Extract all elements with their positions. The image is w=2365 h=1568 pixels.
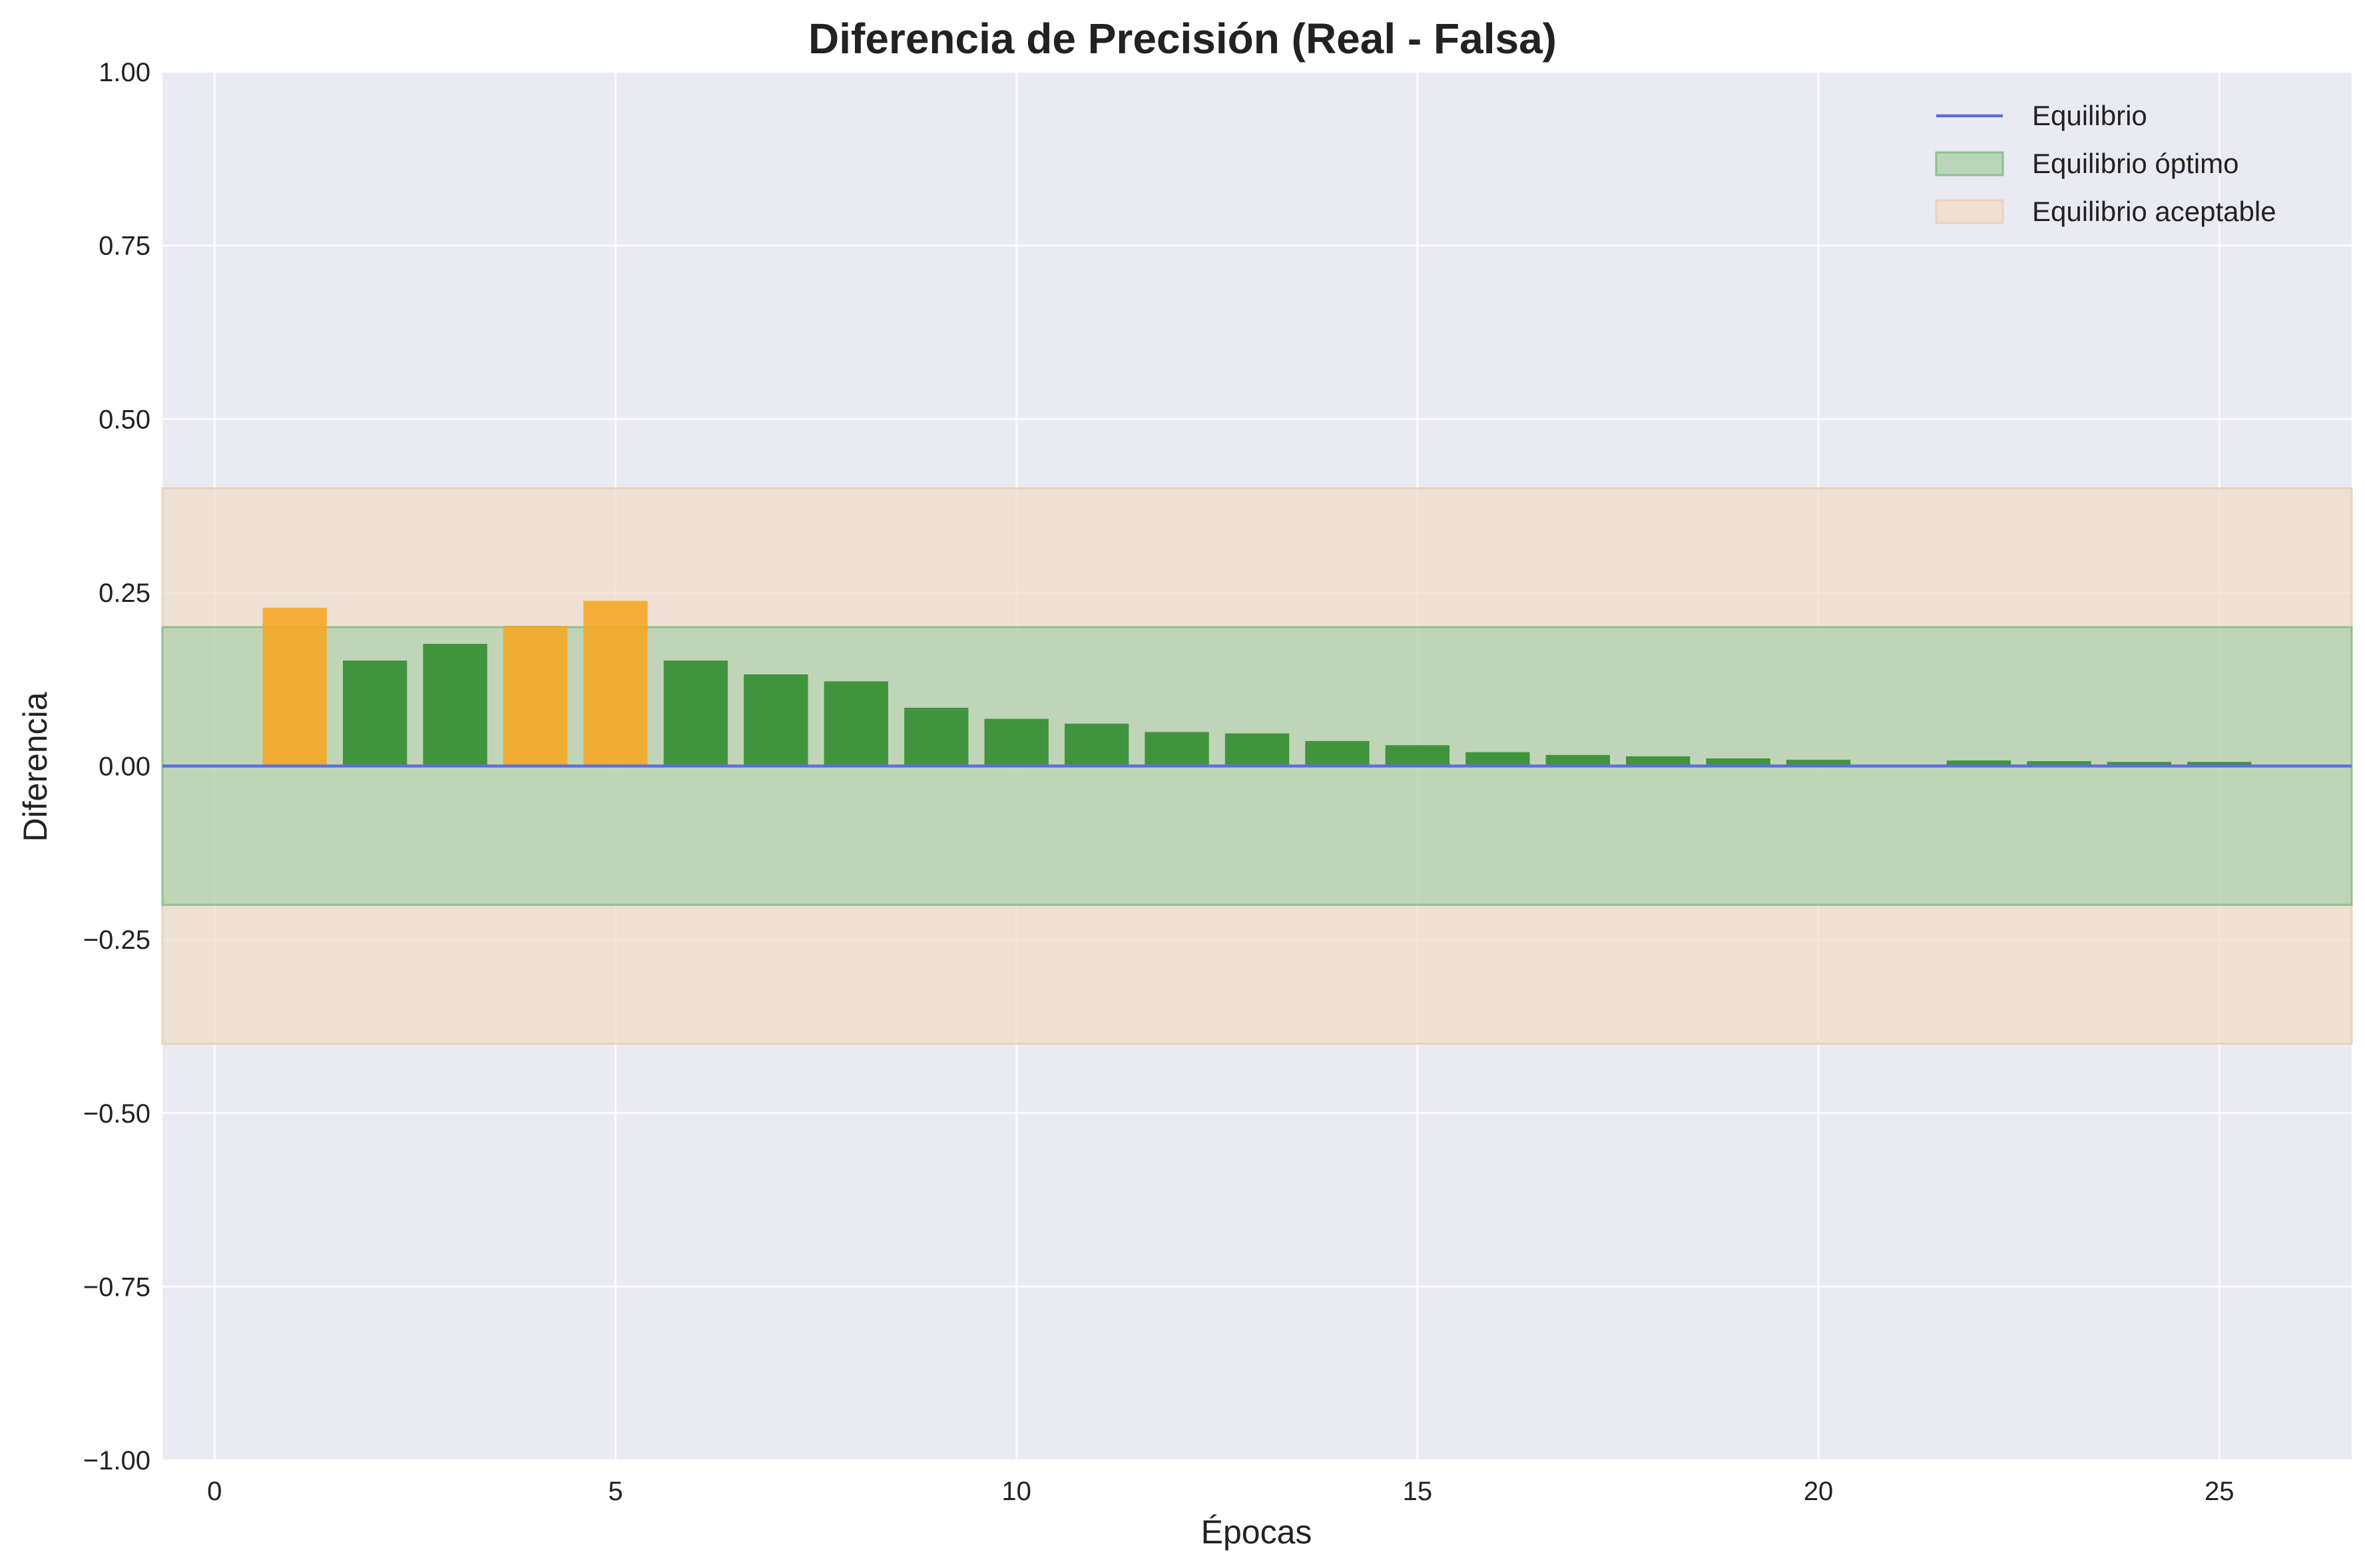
bar — [663, 660, 728, 766]
bar — [824, 681, 888, 766]
x-axis-label: Épocas — [1201, 1513, 1312, 1551]
y-tick-label: −0.25 — [83, 925, 150, 955]
bar — [423, 644, 487, 766]
bar-series — [262, 601, 2252, 766]
bar — [342, 660, 407, 766]
bar — [583, 601, 648, 766]
y-tick-label: 0.50 — [99, 405, 150, 434]
y-tick-label: 1.00 — [99, 58, 150, 87]
y-tick-label: 0.00 — [99, 752, 150, 782]
x-tick-label: 5 — [608, 1477, 623, 1506]
bar — [1224, 733, 1290, 766]
bar — [1626, 756, 1691, 766]
bar — [2027, 761, 2091, 766]
legend: Equilibrio Equilibrio óptimo Equilibrio ac… — [1935, 100, 2276, 227]
bar — [1706, 758, 1770, 766]
y-tick-label: −0.50 — [83, 1099, 150, 1129]
bar — [1385, 745, 1450, 766]
bar — [262, 607, 327, 766]
x-tick-label: 0 — [207, 1477, 222, 1506]
bar — [1786, 760, 1851, 766]
x-axis-ticks: 0 5 10 15 20 25 — [207, 1477, 2234, 1506]
bar — [503, 625, 568, 766]
y-tick-label: 0.25 — [99, 579, 150, 608]
x-tick-label: 10 — [1001, 1477, 1031, 1506]
legend-label: Equilibrio óptimo — [2032, 148, 2239, 179]
bar — [1064, 723, 1129, 766]
bar — [904, 707, 969, 766]
legend-label: Equilibrio aceptable — [2032, 196, 2276, 227]
bar — [1305, 740, 1370, 766]
y-tick-label: −0.75 — [83, 1272, 150, 1302]
bar — [1465, 752, 1530, 766]
bar — [744, 674, 808, 766]
bar — [1145, 732, 1209, 766]
bar — [2187, 762, 2252, 766]
bar — [984, 718, 1049, 766]
chart-title: Diferencia de Precisión (Real - Falsa) — [808, 15, 1557, 63]
y-tick-label: −1.00 — [83, 1446, 150, 1475]
bar — [1946, 760, 2011, 766]
x-tick-label: 15 — [1403, 1477, 1433, 1506]
y-tick-label: 0.75 — [99, 232, 150, 261]
x-tick-label: 20 — [1804, 1477, 1834, 1506]
y-axis-label: Diferencia — [17, 692, 54, 842]
y-axis-ticks: −1.00 −0.75 −0.50 −0.25 0.00 0.25 0.50 0.75 1.00 — [83, 58, 150, 1475]
bar — [2107, 762, 2172, 766]
bar — [1545, 754, 1610, 766]
x-tick-label: 25 — [2205, 1477, 2234, 1506]
legend-swatch-patch — [1935, 199, 2004, 224]
legend-label: Equilibrio — [2032, 100, 2147, 131]
legend-swatch-patch — [1935, 151, 2004, 176]
